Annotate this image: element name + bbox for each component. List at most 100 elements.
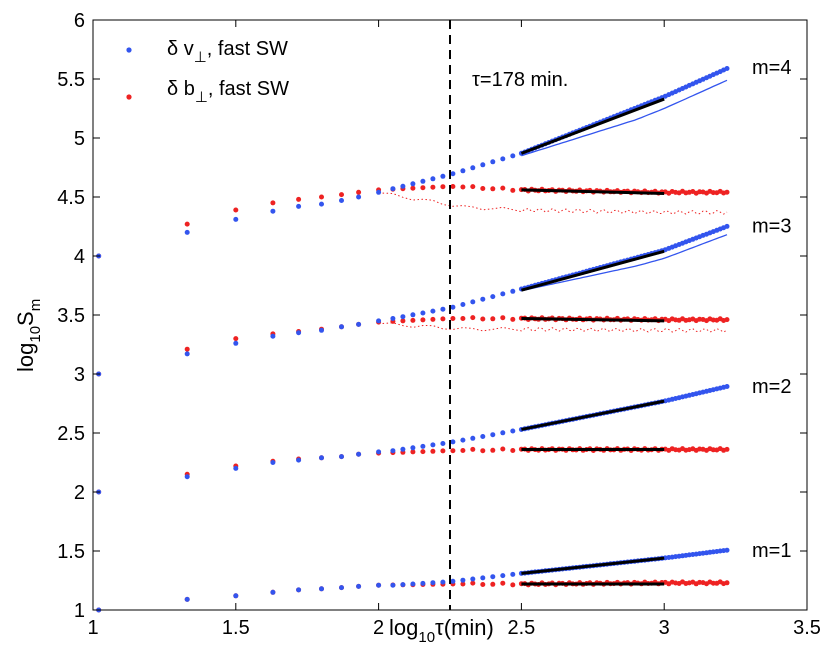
b-point-m3: [184, 346, 190, 352]
v-point-m1: [184, 596, 190, 602]
x-tick-label: 2: [373, 617, 384, 639]
v-point-m3: [410, 312, 416, 318]
v-point-m2: [420, 443, 426, 449]
b-point-m3: [460, 316, 466, 321]
v-point-m2: [490, 432, 496, 438]
legend-entry-b-rest: , fast SW: [208, 78, 289, 100]
v-point-m2: [356, 451, 362, 457]
series-m4: [96, 66, 730, 259]
y-axis-label-main: log: [13, 343, 38, 372]
v-point-m4: [400, 183, 406, 189]
v-point-m4: [184, 229, 190, 235]
x-tick-label: 3.5: [793, 617, 821, 639]
b-point-m4: [450, 184, 456, 189]
legend-entry-b: δ b⊥, fast SW: [167, 78, 289, 106]
v-point-m1: [430, 580, 436, 586]
v-point-m1: [339, 585, 344, 591]
b-point-m4: [510, 187, 516, 193]
b-point-m4: [356, 189, 362, 195]
b-point-m4: [233, 207, 239, 213]
y-tick-label: 2: [74, 482, 85, 504]
v-point-m3: [724, 223, 730, 229]
b-point-m2: [480, 448, 486, 454]
v-point-m3: [460, 302, 466, 307]
y-tick-label: 2.5: [57, 423, 85, 445]
b-point-m4: [270, 200, 276, 206]
v-point-m3: [500, 291, 506, 297]
v-point-m4: [296, 203, 302, 209]
fit-line-m2: [521, 399, 665, 431]
v-point-m4: [390, 186, 396, 192]
v-point-m2: [470, 435, 476, 441]
b-point-m4: [410, 185, 416, 191]
b-point-m2: [420, 449, 426, 455]
b-point-m2: [410, 449, 416, 455]
v-point-m4: [510, 153, 516, 159]
m-labels: m=1 m=2 m=3 m=4: [752, 57, 791, 562]
v-point-m3: [356, 321, 362, 327]
v-point-m3: [319, 327, 324, 333]
b-point-m1: [480, 582, 486, 587]
fit-line-m3: [521, 249, 665, 292]
v-secondary-curve: [521, 79, 728, 157]
y-tick-label: 3: [74, 364, 85, 386]
v-point-m1: [319, 586, 324, 592]
b-point-m4: [440, 184, 446, 190]
x-tick-label: 1.5: [222, 617, 250, 639]
v-point-m3: [470, 299, 476, 305]
b-point-m2: [470, 446, 476, 452]
b-point-m1: [500, 580, 506, 586]
v-point-m4: [450, 171, 456, 177]
v-point-m4: [430, 176, 436, 182]
v-point-m2: [410, 445, 416, 451]
y-axis-label-sub: 10: [27, 326, 44, 343]
v-point-m1: [480, 575, 486, 581]
label-m4: m=4: [752, 57, 791, 79]
fit-line-m1: [521, 556, 665, 575]
v-point-m4: [339, 198, 344, 203]
b-point-m4: [296, 196, 302, 202]
v-point-m1: [376, 582, 382, 588]
b-point-m3: [480, 316, 486, 322]
v-point-m1: [270, 589, 276, 595]
v-point-m1: [400, 582, 406, 588]
fit-line-m4: [520, 97, 665, 155]
v-point-m3: [450, 304, 456, 310]
v-point-m3: [390, 316, 396, 321]
legend-entry-b-sub: ⊥: [195, 89, 208, 106]
v-point-m2: [724, 384, 730, 389]
v-point-m2: [184, 474, 190, 480]
legend-entry-v-label: δ v: [167, 38, 194, 60]
b-point-m1: [724, 580, 730, 586]
b-point-m3: [450, 316, 456, 321]
x-axis-label-rest: τ(min): [435, 615, 494, 640]
v-point-m2: [400, 446, 406, 452]
v-point-m2: [390, 448, 396, 454]
legend-entry-v-rest: , fast SW: [207, 38, 288, 60]
v-point-m1: [470, 576, 476, 582]
v-point-m3: [296, 330, 302, 336]
v-point-m4: [376, 189, 382, 195]
v-point-m2: [500, 430, 506, 436]
v-point-m3: [420, 310, 426, 316]
v-point-m3: [480, 296, 486, 302]
v-point-m1: [450, 578, 456, 584]
b-point-m2: [430, 448, 436, 454]
b-point-m4: [480, 186, 486, 191]
b-point-m3: [440, 316, 446, 322]
v-point-m1: [420, 580, 426, 586]
b-point-m4: [184, 221, 190, 227]
v-point-m2: [296, 457, 302, 463]
v-point-m1: [440, 579, 446, 585]
v-point-m1: [460, 577, 466, 583]
b-secondary-curve: [378, 192, 728, 215]
v-point-m2: [440, 441, 446, 446]
v-point-m4: [724, 66, 730, 71]
b-point-m4: [500, 185, 506, 191]
v-point-m1: [410, 581, 416, 587]
fit-line-m4: [521, 188, 665, 195]
v-point-m2: [233, 465, 239, 471]
v-point-m4: [270, 208, 276, 214]
v-point-m4: [356, 194, 362, 200]
